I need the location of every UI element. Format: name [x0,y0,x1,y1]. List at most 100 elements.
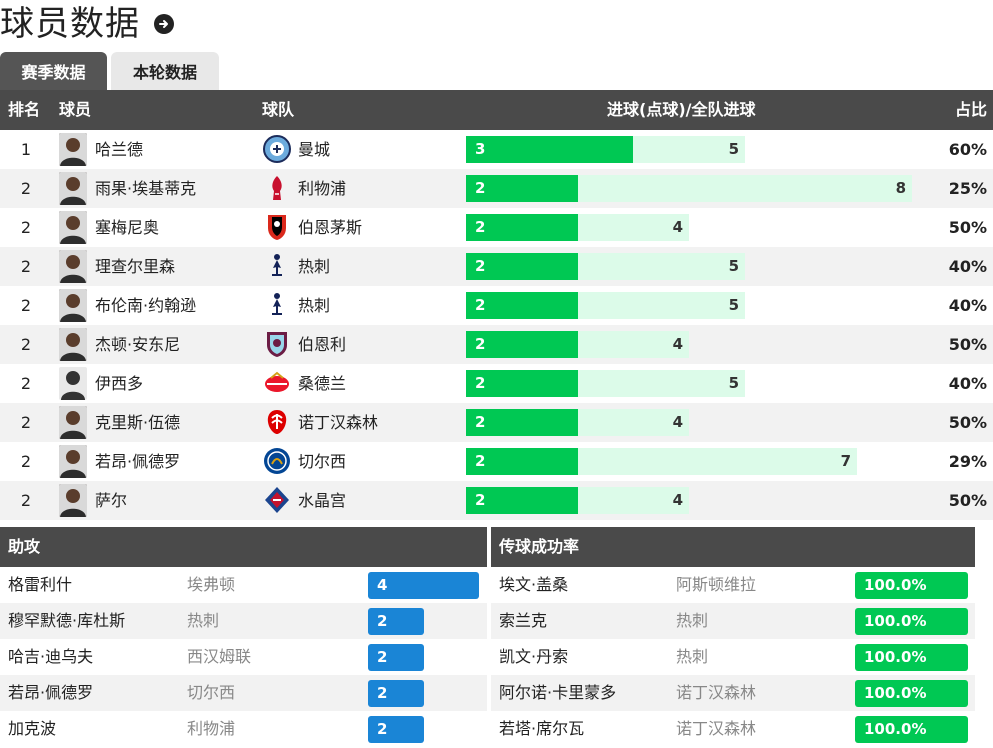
ratio-cell: 60% [948,140,987,159]
team-name[interactable]: 桑德兰 [298,374,347,393]
player-name[interactable]: 凯文·丹索 [499,647,569,666]
team-name[interactable]: 诺丁汉森林 [676,683,757,702]
player-avatar [59,289,87,322]
assists-bar: 2 [368,716,424,743]
list-item[interactable]: 索兰克 热刺 100.0% [491,603,975,639]
list-item[interactable]: 凯文·丹索 热刺 100.0% [491,639,975,675]
table-row[interactable]: 2 理查尔里森 热刺 2 5 40% [0,247,993,286]
team-goals-label: 4 [672,335,683,353]
team-name[interactable]: 伯恩利 [298,335,347,354]
player-goals-bar: 2 [466,448,578,475]
list-item[interactable]: 阿尔诺·卡里蒙多 诺丁汉森林 100.0% [491,675,975,711]
rank-cell: 1 [20,140,32,159]
table-row[interactable]: 2 雨果·埃基蒂克 利物浦 2 8 25% [0,169,993,208]
player-name[interactable]: 塞梅尼奥 [95,218,160,237]
list-item[interactable]: 若塔·席尔瓦 诺丁汉森林 100.0% [491,711,975,747]
rank-cell: 2 [20,491,32,510]
player-name[interactable]: 格雷利什 [8,575,73,594]
table-row[interactable]: 2 布伦南·约翰逊 热刺 2 5 40% [0,286,993,325]
tab-season-stats[interactable]: 赛季数据 [0,52,107,90]
team-name[interactable]: 热刺 [187,611,220,630]
team-name[interactable]: 热刺 [676,611,709,630]
player-name[interactable]: 伊西多 [95,374,144,393]
ratio-cell: 25% [948,179,987,198]
player-name[interactable]: 索兰克 [499,611,548,630]
team-name[interactable]: 利物浦 [187,719,236,738]
player-name[interactable]: 哈兰德 [95,140,144,159]
team-goals-label: 5 [728,374,739,392]
team-name[interactable]: 伯恩茅斯 [298,218,363,237]
team-name[interactable]: 水晶宫 [298,491,347,510]
rank-cell: 2 [20,257,32,276]
table-row[interactable]: 2 克里斯·伍德 诺丁汉森林 2 4 50% [0,403,993,442]
header-rank: 排名 [8,100,41,119]
page-title: 球员数据 [0,4,140,44]
team-name[interactable]: 热刺 [298,296,331,315]
player-goals-bar: 2 [466,409,578,436]
team-name[interactable]: 阿斯顿维拉 [676,575,757,594]
title-row: 球员数据 [0,0,174,48]
header-ratio: 占比 [954,100,987,119]
ratio-cell: 50% [948,413,987,432]
player-name[interactable]: 阿尔诺·卡里蒙多 [499,683,617,702]
pass-rate-bar: 100.0% [855,644,968,671]
team-name[interactable]: 西汉姆联 [187,647,252,666]
tottenham-crest-icon [262,251,292,281]
table-row[interactable]: 2 萨尔 水晶宫 2 4 50% [0,481,993,520]
header-player: 球员 [59,100,92,119]
player-name[interactable]: 雨果·埃基蒂克 [95,179,197,198]
player-goals-bar: 2 [466,214,578,241]
arrow-right-circle-icon[interactable] [154,14,174,34]
player-name[interactable]: 加克波 [8,719,57,738]
man-city-crest-icon [262,134,292,164]
list-item[interactable]: 加克波 利物浦 2 [0,711,487,747]
bournemouth-crest-icon [262,212,292,242]
player-name[interactable]: 布伦南·约翰逊 [95,296,197,315]
team-name[interactable]: 热刺 [298,257,331,276]
team-name[interactable]: 诺丁汉森林 [676,719,757,738]
tab-round-stats[interactable]: 本轮数据 [111,52,219,90]
ratio-cell: 50% [948,491,987,510]
list-item[interactable]: 哈吉·迪乌夫 西汉姆联 2 [0,639,487,675]
player-name[interactable]: 穆罕默德·库杜斯 [8,611,126,630]
passing-title: 传球成功率 [491,527,975,567]
player-avatar [59,406,87,439]
player-avatar [59,211,87,244]
player-name[interactable]: 杰顿·安东尼 [95,335,181,354]
table-row[interactable]: 2 塞梅尼奥 伯恩茅斯 2 4 50% [0,208,993,247]
liverpool-crest-icon [262,173,292,203]
assists-panel: 助攻 格雷利什 埃弗顿 4 穆罕默德·库杜斯 热刺 2 哈吉·迪乌夫 西汉姆联 2 若昂·佩德罗 切… [0,527,487,748]
player-name[interactable]: 克里斯·伍德 [95,413,181,432]
player-avatar [59,172,87,205]
table-row[interactable]: 2 杰顿·安东尼 伯恩利 2 4 50% [0,325,993,364]
pass-rate-bar: 100.0% [855,608,968,635]
team-name[interactable]: 诺丁汉森林 [298,413,379,432]
ratio-cell: 40% [948,374,987,393]
team-goals-label: 5 [728,257,739,275]
player-name[interactable]: 埃文·盖桑 [499,575,569,594]
player-name[interactable]: 哈吉·迪乌夫 [8,647,94,666]
team-name[interactable]: 曼城 [298,140,331,159]
team-goals-label: 5 [728,140,739,158]
list-item[interactable]: 若昂·佩德罗 切尔西 2 [0,675,487,711]
player-name[interactable]: 若塔·席尔瓦 [499,719,585,738]
player-name[interactable]: 理查尔里森 [95,257,176,276]
list-item[interactable]: 穆罕默德·库杜斯 热刺 2 [0,603,487,639]
table-row[interactable]: 2 伊西多 桑德兰 2 5 40% [0,364,993,403]
team-name[interactable]: 切尔西 [298,452,347,471]
team-name[interactable]: 热刺 [676,647,709,666]
player-name[interactable]: 萨尔 [95,491,128,510]
team-name[interactable]: 埃弗顿 [187,575,236,594]
player-name[interactable]: 若昂·佩德罗 [8,683,94,702]
team-name[interactable]: 切尔西 [187,683,236,702]
table-row[interactable]: 2 若昂·佩德罗 切尔西 2 7 29% [0,442,993,481]
passing-panel: 传球成功率 埃文·盖桑 阿斯顿维拉 100.0% 索兰克 热刺 100.0% 凯文·丹索 热刺… [491,527,975,748]
list-item[interactable]: 埃文·盖桑 阿斯顿维拉 100.0% [491,567,975,603]
assists-bar: 4 [368,572,479,599]
player-avatar [59,133,87,166]
assists-bar: 2 [368,680,424,707]
list-item[interactable]: 格雷利什 埃弗顿 4 [0,567,487,603]
team-name[interactable]: 利物浦 [298,179,347,198]
player-name[interactable]: 若昂·佩德罗 [95,452,181,471]
table-row[interactable]: 1 哈兰德 曼城 3 5 60% [0,130,993,169]
